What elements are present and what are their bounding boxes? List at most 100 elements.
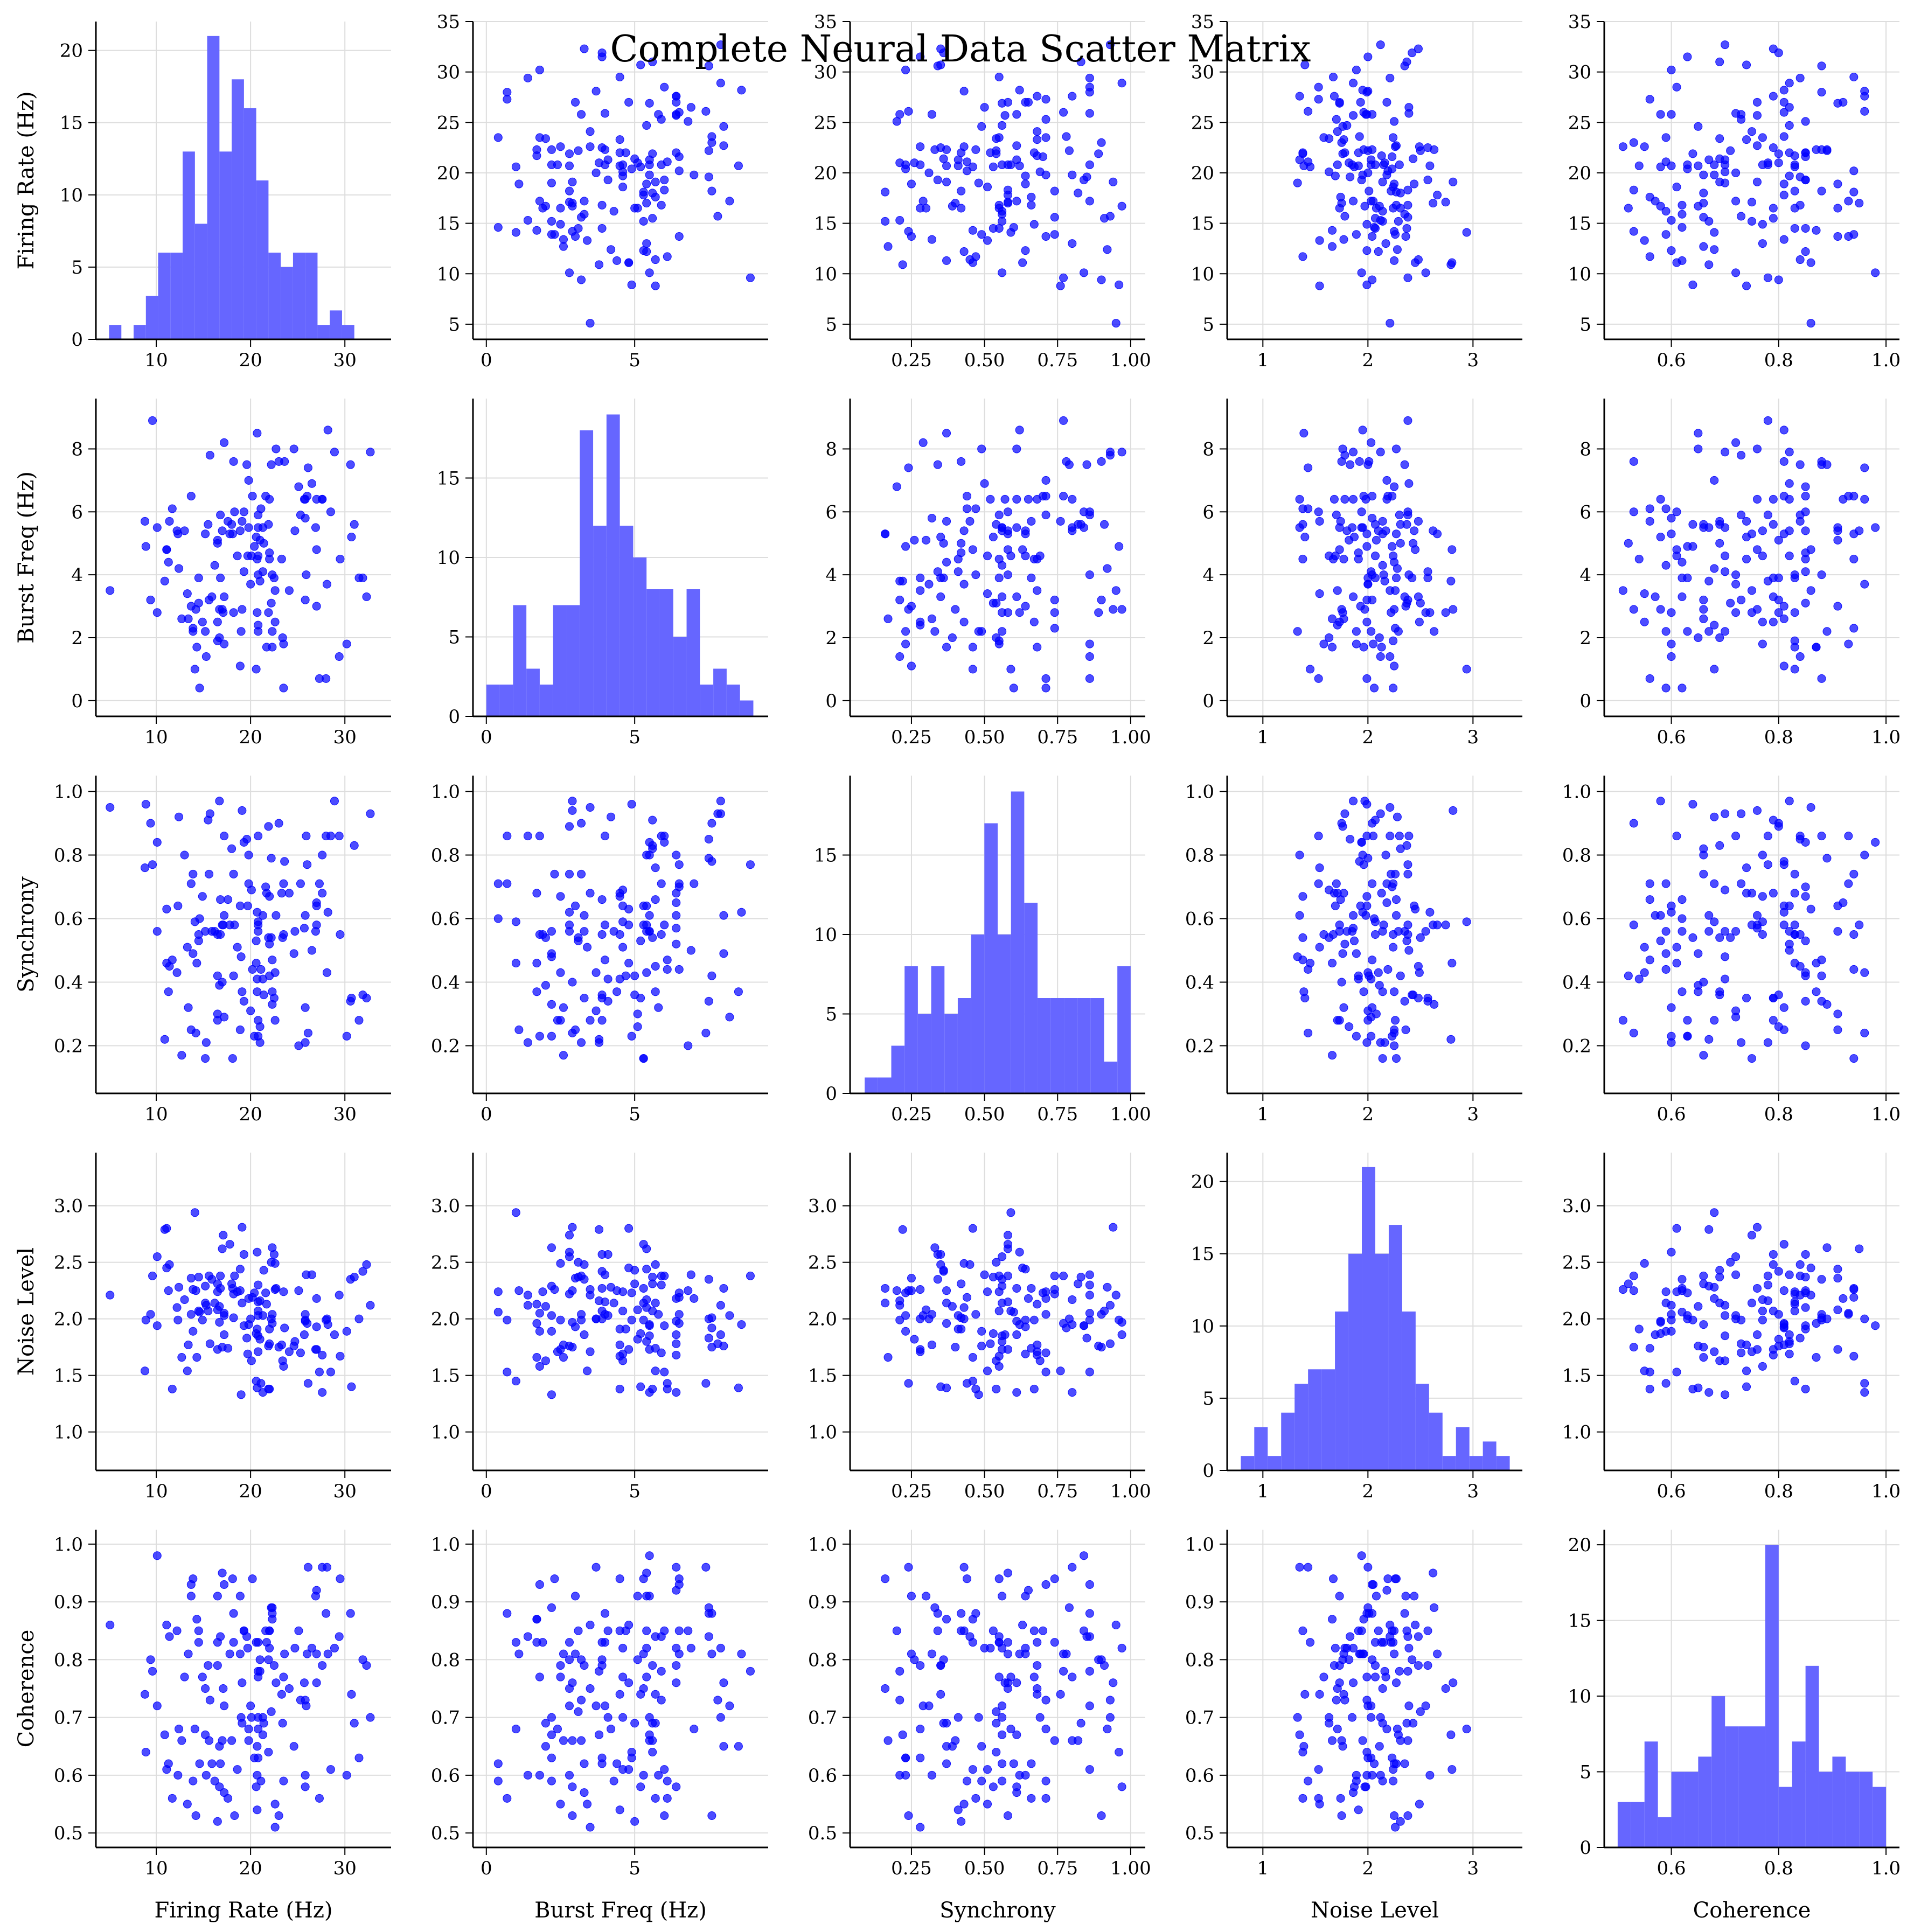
scatter-point (1085, 1701, 1094, 1711)
scatter-point (1331, 901, 1340, 910)
scatter-point (1699, 869, 1708, 878)
scatter-point (1382, 476, 1391, 485)
scatter-point (651, 255, 660, 264)
scatter-point (511, 162, 520, 171)
scatter-point (1367, 1701, 1376, 1711)
scatter-point (591, 87, 601, 96)
scatter-point (1441, 920, 1450, 930)
scatter-point (1021, 1770, 1030, 1780)
histogram-bar (1268, 1456, 1282, 1470)
scatter-point (1111, 1621, 1120, 1629)
scatter-point (624, 959, 634, 968)
scatter-point (532, 1319, 541, 1328)
scatter-point (146, 819, 155, 828)
scatter-point (1694, 444, 1703, 454)
scatter-point (998, 121, 1007, 130)
histogram-bar (646, 589, 660, 716)
scatter-point (1678, 1284, 1687, 1293)
scatter-point (1041, 511, 1050, 520)
scatter-point (1645, 1384, 1654, 1393)
scatter-point (1416, 1707, 1425, 1716)
scatter-point (1774, 48, 1783, 58)
histogram-bar (1859, 1771, 1873, 1847)
histogram-bar (1671, 1771, 1685, 1847)
scatter-point (1103, 564, 1112, 573)
scatter-point (1421, 927, 1430, 936)
scatter-point (1111, 586, 1120, 595)
scatter-point (609, 1299, 618, 1308)
scatter-point (1377, 643, 1386, 652)
scatter-point (1357, 838, 1366, 847)
scatter-point (1117, 1330, 1126, 1340)
x-tick-label: 5 (629, 1481, 641, 1502)
scatter-point (939, 1267, 948, 1276)
scatter-point (254, 832, 263, 841)
scatter-point (1085, 1280, 1094, 1289)
scatter-point (910, 1655, 919, 1664)
scatter-point (1742, 1366, 1751, 1376)
scatter-point (1683, 52, 1692, 61)
scatter-point (172, 1626, 182, 1635)
scatter-point (684, 1626, 693, 1635)
scatter-point (347, 1382, 356, 1391)
histogram-bar (891, 1045, 905, 1093)
scatter-point (303, 1028, 312, 1037)
scatter-point (1349, 197, 1358, 206)
scatter-point (294, 482, 303, 491)
scatter-point (366, 448, 375, 457)
scatter-point (180, 850, 189, 860)
scatter-point (1003, 185, 1012, 194)
scatter-point (618, 1765, 628, 1774)
scatter-point (1629, 1343, 1638, 1352)
scatter-point (204, 815, 213, 825)
scatter-point (152, 1252, 162, 1261)
scatter-point (1352, 1770, 1361, 1780)
scatter-point (1378, 561, 1387, 570)
scatter-point (1801, 148, 1810, 157)
scatter-point (350, 1719, 359, 1728)
scatter-point (1396, 844, 1405, 853)
scatter-point (1298, 1794, 1307, 1803)
y-tick-label: 0 (71, 329, 83, 351)
scatter-point (591, 1701, 601, 1711)
scatter-point (1357, 1626, 1366, 1635)
histogram-bar (593, 526, 607, 716)
scatter-point (992, 520, 1001, 529)
scatter-point (1667, 1247, 1676, 1257)
scatter-point (1871, 523, 1880, 532)
scatter-point (1860, 1379, 1869, 1388)
scatter-point (986, 1643, 995, 1652)
scatter-point (977, 1342, 986, 1351)
scatter-point (577, 1038, 586, 1047)
scatter-point (1391, 529, 1401, 539)
scatter-point (1849, 1284, 1859, 1293)
scatter-point (183, 589, 192, 598)
scatter-point (523, 1632, 532, 1641)
scatter-point (601, 920, 610, 930)
scatter-point (1003, 570, 1012, 580)
scatter-point (235, 1026, 245, 1034)
scatter-point (904, 1379, 913, 1388)
scatter-point (1012, 110, 1021, 119)
scatter-point (302, 570, 311, 580)
scatter-point (686, 946, 695, 955)
scatter-point (1012, 1678, 1021, 1687)
scatter-point (983, 183, 992, 192)
scatter-point (1085, 639, 1094, 648)
scatter-point (1661, 949, 1671, 958)
scatter-point (302, 832, 311, 841)
scatter-point (300, 924, 309, 933)
scatter-point (1377, 1638, 1386, 1647)
scatter-point (648, 844, 657, 853)
scatter-point (216, 895, 225, 904)
scatter-point (215, 1302, 224, 1311)
scatter-point (258, 1713, 267, 1722)
y-tick-label: 5 (1202, 1388, 1214, 1410)
scatter-point (663, 1384, 672, 1393)
scatter-point (1315, 1800, 1324, 1809)
scatter-point (1742, 533, 1751, 542)
scatter-point (1368, 275, 1377, 284)
